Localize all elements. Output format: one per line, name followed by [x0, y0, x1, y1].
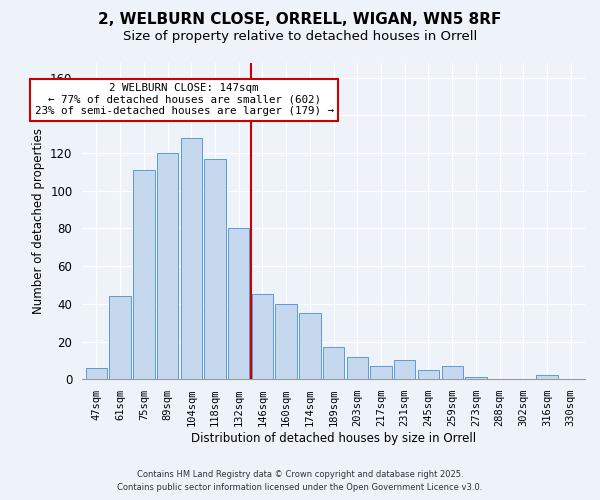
Text: Contains HM Land Registry data © Crown copyright and database right 2025.
Contai: Contains HM Land Registry data © Crown c… [118, 470, 482, 492]
Bar [323, 347, 344, 379]
Bar [347, 356, 368, 379]
Text: 2 WELBURN CLOSE: 147sqm
← 77% of detached houses are smaller (602)
23% of semi-d: 2 WELBURN CLOSE: 147sqm ← 77% of detache… [35, 83, 334, 116]
Y-axis label: Number of detached properties: Number of detached properties [32, 128, 44, 314]
X-axis label: Distribution of detached houses by size in Orrell: Distribution of detached houses by size … [191, 432, 476, 445]
Bar [86, 368, 107, 379]
Bar [228, 228, 250, 379]
Text: 2, WELBURN CLOSE, ORRELL, WIGAN, WN5 8RF: 2, WELBURN CLOSE, ORRELL, WIGAN, WN5 8RF [98, 12, 502, 28]
Bar [418, 370, 439, 379]
Bar [133, 170, 155, 379]
Bar [465, 378, 487, 379]
Bar [442, 366, 463, 379]
Bar [275, 304, 297, 379]
Bar [205, 158, 226, 379]
Bar [536, 376, 558, 379]
Bar [109, 296, 131, 379]
Bar [181, 138, 202, 379]
Bar [157, 153, 178, 379]
Bar [299, 313, 320, 379]
Bar [252, 294, 273, 379]
Bar [394, 360, 415, 379]
Bar [370, 366, 392, 379]
Text: Size of property relative to detached houses in Orrell: Size of property relative to detached ho… [123, 30, 477, 43]
